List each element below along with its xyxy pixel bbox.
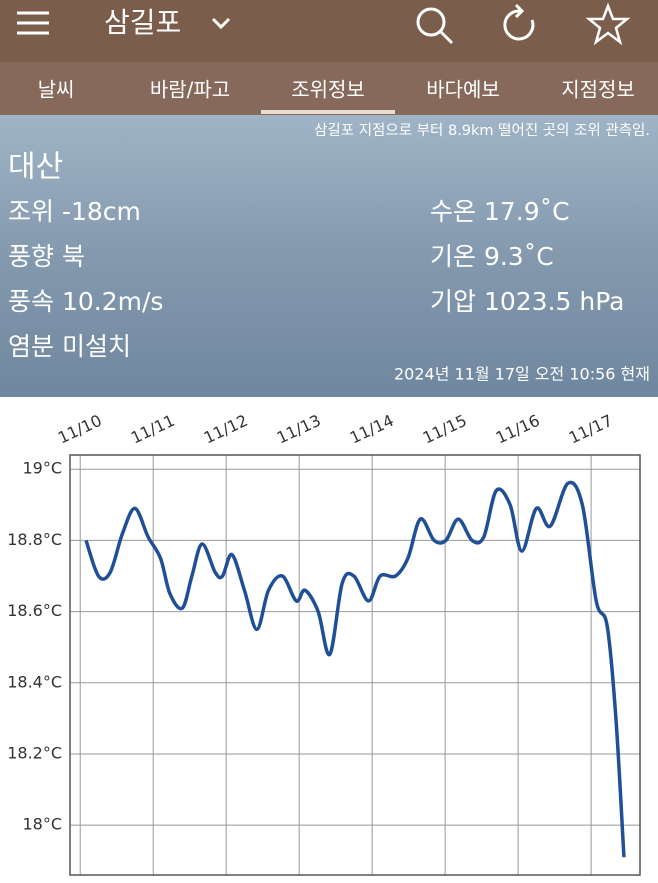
- refresh-icon[interactable]: [503, 3, 535, 41]
- app-title[interactable]: 삼길포: [104, 6, 181, 39]
- tab[interactable]: 지점정보: [561, 78, 635, 102]
- y-tick-label: 18.6°C: [7, 601, 62, 620]
- x-tick-label: 11/11: [128, 411, 178, 448]
- tab[interactable]: 바다예보: [426, 78, 500, 102]
- tide-line: [84, 480, 626, 858]
- info-field: 기압 1023.5 hPa: [430, 287, 625, 316]
- timestamp: 2024년 11월 17일 오전 10:56 현재: [394, 365, 650, 384]
- search-icon[interactable]: [416, 7, 454, 45]
- tab[interactable]: 날씨: [38, 78, 75, 102]
- info-field: 수온 17.9˚C: [430, 197, 570, 226]
- x-tick-label: 11/14: [347, 411, 397, 448]
- info-field: 풍속 10.2m/s: [8, 287, 163, 316]
- app-bar: [0, 0, 658, 62]
- tide-chart: 18°C 18.2°C 18.4°C 18.6°C 18.8°C 19°C 11/10 11/…: [7, 411, 641, 876]
- tab[interactable]: 조위정보: [291, 78, 365, 102]
- y-tick-label: 18°C: [22, 815, 62, 834]
- x-tick-label: 11/15: [420, 411, 470, 448]
- info-field: 기온 9.3˚C: [430, 242, 554, 271]
- info-field: 풍향 북: [8, 242, 85, 271]
- dropdown-icon[interactable]: [211, 17, 231, 30]
- x-tick-label: 11/17: [566, 411, 616, 448]
- y-tick-label: 19°C: [22, 459, 62, 478]
- menu-icon[interactable]: [17, 11, 49, 35]
- favorite-icon[interactable]: [585, 2, 631, 46]
- active-tab-indicator: [261, 110, 395, 114]
- y-tick-label: 18.2°C: [7, 743, 62, 762]
- y-tick-label: 18.8°C: [7, 530, 62, 549]
- x-tick-label: 11/10: [55, 411, 105, 448]
- x-tick-label: 11/13: [274, 411, 324, 448]
- x-tick-label: 11/16: [493, 411, 543, 448]
- y-tick-label: 18.4°C: [7, 672, 62, 691]
- info-field: 조위 -18cm: [8, 197, 141, 226]
- tab[interactable]: 바람/파고: [150, 78, 230, 102]
- station-name: 대산: [8, 150, 63, 185]
- plot-frame: [69, 454, 641, 876]
- info-note: 삼길포 지점으로 부터 8.9km 떨어진 곳의 조위 관측임.: [314, 122, 650, 139]
- info-panel: [0, 115, 658, 397]
- x-tick-label: 11/12: [201, 411, 251, 448]
- tab-bar: [0, 62, 658, 115]
- info-field: 염분 미설치: [8, 332, 131, 361]
